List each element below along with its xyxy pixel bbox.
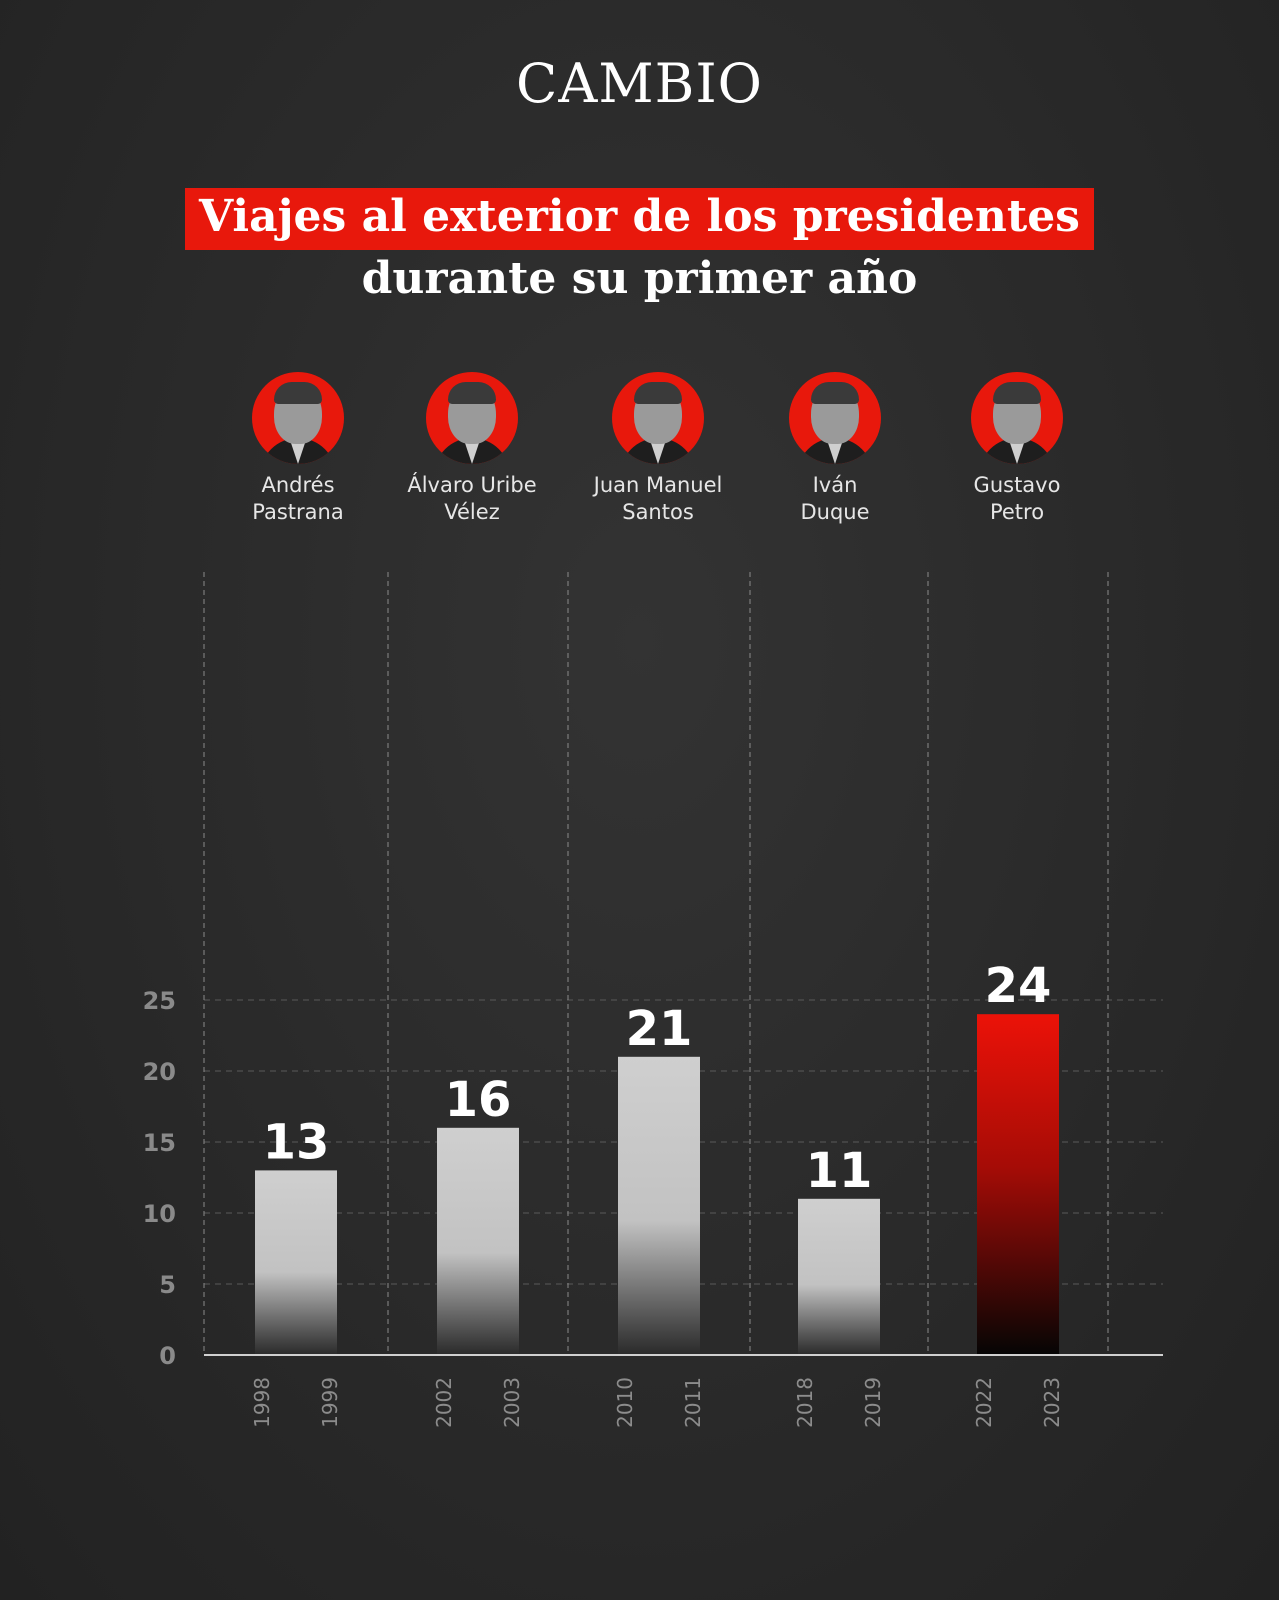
y-tick-label: 0 xyxy=(159,1342,176,1370)
brand-logo: CAMBIO xyxy=(516,52,763,115)
chart-title: Viajes al exterior de los presidentes du… xyxy=(0,188,1279,306)
bar xyxy=(618,1056,700,1355)
portrait-icon xyxy=(971,372,1063,464)
president-uribe: Álvaro Uribe Vélez xyxy=(382,372,562,526)
value-label: 11 xyxy=(806,1143,873,1199)
bar xyxy=(437,1127,519,1355)
portrait-icon xyxy=(426,372,518,464)
x-tick-label: 2003 xyxy=(500,1377,524,1428)
x-tick-label: 2002 xyxy=(432,1377,456,1428)
x-tick-label: 2018 xyxy=(793,1377,817,1428)
bar xyxy=(255,1170,337,1355)
x-tick-label: 2011 xyxy=(681,1377,705,1428)
bar xyxy=(977,1014,1059,1355)
y-tick-label: 10 xyxy=(143,1200,176,1228)
bar xyxy=(798,1198,880,1355)
x-tick-label: 1999 xyxy=(318,1377,342,1428)
y-tick-label: 5 xyxy=(159,1271,176,1299)
president-name: Álvaro Uribe Vélez xyxy=(407,473,537,524)
president-petro: Gustavo Petro xyxy=(927,372,1107,526)
title-subline: durante su primer año xyxy=(361,253,918,304)
president-pastrana: Andrés Pastrana xyxy=(208,372,388,526)
value-label: 13 xyxy=(263,1114,330,1170)
value-label: 24 xyxy=(985,958,1052,1014)
y-tick-label: 20 xyxy=(143,1058,176,1086)
portrait-icon xyxy=(789,372,881,464)
president-name: Andrés Pastrana xyxy=(252,473,344,524)
value-label: 16 xyxy=(445,1072,512,1128)
x-tick-label: 2010 xyxy=(613,1377,637,1428)
title-highlight: Viajes al exterior de los presidentes xyxy=(185,188,1094,250)
x-tick-label: 1998 xyxy=(250,1377,274,1428)
president-name: Gustavo Petro xyxy=(973,473,1061,524)
portrait-icon xyxy=(612,372,704,464)
president-name: Iván Duque xyxy=(800,473,870,524)
y-tick-label: 15 xyxy=(143,1129,176,1157)
x-tick-label: 2019 xyxy=(861,1377,885,1428)
bar-chart: 0 5 10 15 20 25 1998 1999 2002 2003 2010 2011 2018 2… xyxy=(143,572,1163,1428)
portrait-icon xyxy=(252,372,344,464)
y-tick-label: 25 xyxy=(143,987,176,1015)
president-duque: Iván Duque xyxy=(745,372,925,526)
president-name: Juan Manuel Santos xyxy=(593,473,723,524)
value-label: 21 xyxy=(626,1001,693,1057)
x-tick-label: 2022 xyxy=(972,1377,996,1428)
president-santos: Juan Manuel Santos xyxy=(568,372,748,526)
x-tick-label: 2023 xyxy=(1040,1377,1064,1428)
